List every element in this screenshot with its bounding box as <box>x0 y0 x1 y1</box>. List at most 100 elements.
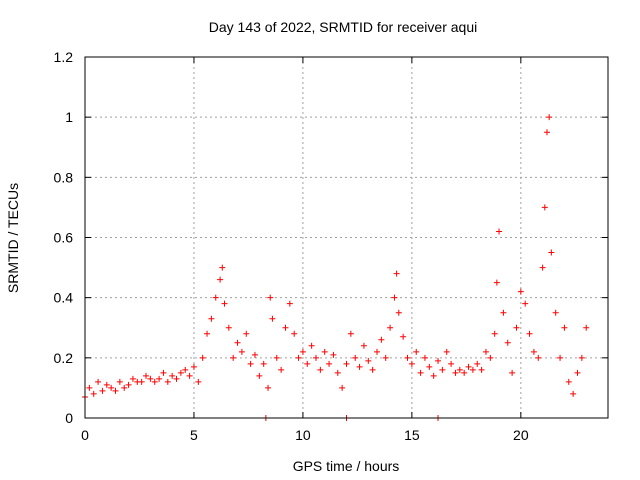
x-tick-label: 10 <box>295 427 311 443</box>
data-point <box>543 129 550 136</box>
data-point <box>426 363 433 370</box>
data-point <box>548 249 555 256</box>
y-tick-label: 0 <box>65 410 73 426</box>
data-point <box>393 270 400 277</box>
data-point <box>121 384 128 391</box>
data-point <box>539 264 546 271</box>
data-point <box>160 369 167 376</box>
data-point <box>269 315 276 322</box>
data-point <box>182 366 189 373</box>
data-point <box>356 363 363 370</box>
chart-title: Day 143 of 2022, SRMTID for receiver aqu… <box>209 19 477 35</box>
data-point <box>243 330 250 337</box>
data-point <box>169 372 176 379</box>
data-point <box>273 354 280 361</box>
data-point <box>321 348 328 355</box>
data-point <box>526 330 533 337</box>
data-point <box>256 372 263 379</box>
data-point <box>530 348 537 355</box>
y-tick-label: 1 <box>65 109 73 125</box>
data-point <box>448 360 455 367</box>
data-point <box>391 294 398 301</box>
data-point <box>574 369 581 376</box>
data-point <box>173 375 180 382</box>
x-axis-ticks: 0 5 10 15 20 <box>81 57 529 443</box>
data-point <box>103 381 110 388</box>
data-point <box>125 381 132 388</box>
data-point <box>500 309 507 316</box>
data-point <box>509 369 516 376</box>
data-point <box>208 315 215 322</box>
data-point <box>482 348 489 355</box>
data-point <box>156 375 163 382</box>
y-axis-label: SRMTID / TECUs <box>5 183 21 293</box>
data-point <box>204 330 211 337</box>
data-point <box>195 378 202 385</box>
data-point <box>286 300 293 307</box>
data-point <box>360 342 367 349</box>
data-point <box>469 366 476 373</box>
data-point <box>129 375 136 382</box>
data-point <box>387 324 394 331</box>
data-point <box>138 378 145 385</box>
data-point <box>99 387 106 394</box>
data-point <box>304 360 311 367</box>
data-point <box>430 372 437 379</box>
data-point <box>282 324 289 331</box>
data-point <box>330 351 337 358</box>
data-point <box>199 354 206 361</box>
data-point <box>186 372 193 379</box>
data-point <box>308 342 315 349</box>
data-point <box>561 324 568 331</box>
data-point <box>513 324 520 331</box>
data-point <box>190 363 197 370</box>
data-point <box>491 330 498 337</box>
data-point <box>326 360 333 367</box>
data-point <box>487 354 494 361</box>
data-point <box>238 348 245 355</box>
data-point <box>343 360 350 367</box>
data-point <box>541 204 548 211</box>
data-point <box>557 354 564 361</box>
data-point <box>378 336 385 343</box>
data-point <box>291 330 298 337</box>
data-point <box>352 354 359 361</box>
y-tick-label: 0.4 <box>54 290 74 306</box>
data-point <box>278 366 285 373</box>
data-point <box>456 366 463 373</box>
x-tick-label: 0 <box>81 427 89 443</box>
data-point <box>221 300 228 307</box>
data-point <box>552 309 559 316</box>
data-point <box>260 360 267 367</box>
data-point <box>535 354 542 361</box>
data-point <box>267 294 274 301</box>
data-point <box>382 354 389 361</box>
data-point <box>565 378 572 385</box>
data-point <box>225 324 232 331</box>
data-point <box>443 348 450 355</box>
data-point <box>413 348 420 355</box>
data-point <box>369 366 376 373</box>
data-point <box>334 369 341 376</box>
y-tick-label: 1.2 <box>54 49 74 65</box>
data-point <box>435 357 442 364</box>
data-point <box>116 378 123 385</box>
x-tick-label: 15 <box>404 427 420 443</box>
y-tick-label: 0.2 <box>54 350 74 366</box>
data-point <box>583 324 590 331</box>
y-gridlines <box>85 116 608 359</box>
data-point <box>365 357 372 364</box>
data-point <box>395 309 402 316</box>
data-point <box>570 390 577 397</box>
data-point <box>177 369 184 376</box>
data-point <box>408 360 415 367</box>
data-point <box>417 369 424 376</box>
data-point <box>522 300 529 307</box>
plot-frame <box>84 56 609 419</box>
data-point <box>95 378 102 385</box>
x-axis-label: GPS time / hours <box>293 458 400 474</box>
data-point <box>247 360 254 367</box>
data-point <box>461 369 468 376</box>
x-tick-label: 20 <box>513 427 529 443</box>
data-point <box>578 354 585 361</box>
